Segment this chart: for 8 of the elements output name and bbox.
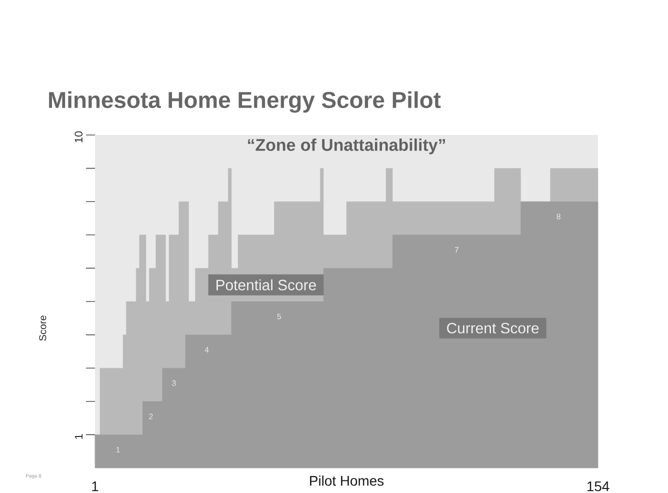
y-axis-title: Score <box>39 316 46 341</box>
series-label: Current Score <box>447 322 539 334</box>
band-label: “Zone of Unattainability” <box>248 138 445 154</box>
chart-title: Minnesota Home Energy Score Pilot <box>49 91 441 113</box>
x-tick-label: 154 <box>587 482 610 492</box>
series-label: Potential Score <box>216 279 316 290</box>
x-axis-title: Pilot Homes <box>310 476 384 486</box>
y-tick-label: 10 <box>74 131 82 142</box>
